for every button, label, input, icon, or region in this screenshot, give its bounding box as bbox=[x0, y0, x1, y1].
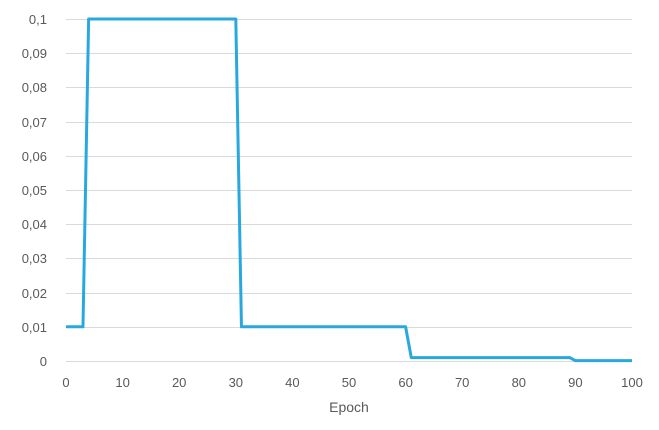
y-tick-label: 0 bbox=[40, 354, 47, 369]
x-axis-ticks: 0 10 20 30 40 50 60 70 80 90 100 bbox=[62, 375, 642, 390]
x-tick-label: 30 bbox=[229, 375, 243, 390]
x-tick-label: 0 bbox=[62, 375, 69, 390]
gridlines bbox=[66, 19, 632, 362]
x-tick-label: 70 bbox=[455, 375, 469, 390]
x-tick-label: 60 bbox=[398, 375, 412, 390]
y-tick-label: 0,07 bbox=[22, 115, 47, 130]
series-layer bbox=[66, 17, 632, 363]
y-tick-label: 0,02 bbox=[22, 286, 47, 301]
x-tick-label: 90 bbox=[568, 375, 582, 390]
x-tick-label: 20 bbox=[172, 375, 186, 390]
y-tick-label: 0,01 bbox=[22, 320, 47, 335]
y-tick-label: 0,08 bbox=[22, 80, 47, 95]
y-tick-label: 0,03 bbox=[22, 251, 47, 266]
y-tick-label: 0,09 bbox=[22, 46, 47, 61]
x-axis-title: Epoch bbox=[329, 399, 369, 415]
x-tick-label: 40 bbox=[285, 375, 299, 390]
y-tick-label: 0,1 bbox=[29, 12, 47, 27]
y-tick-label: 0,04 bbox=[22, 217, 47, 232]
y-tick-label: 0,05 bbox=[22, 183, 47, 198]
x-tick-label: 10 bbox=[115, 375, 129, 390]
series-line bbox=[66, 17, 632, 363]
x-tick-label: 80 bbox=[512, 375, 526, 390]
x-tick-label: 50 bbox=[342, 375, 356, 390]
y-axis-ticks: 0 0,01 0,02 0,03 0,04 0,05 0,06 0,07 0,08 0,09 0,1 bbox=[22, 12, 47, 369]
x-tick-label: 100 bbox=[621, 375, 643, 390]
y-tick-label: 0,06 bbox=[22, 149, 47, 164]
